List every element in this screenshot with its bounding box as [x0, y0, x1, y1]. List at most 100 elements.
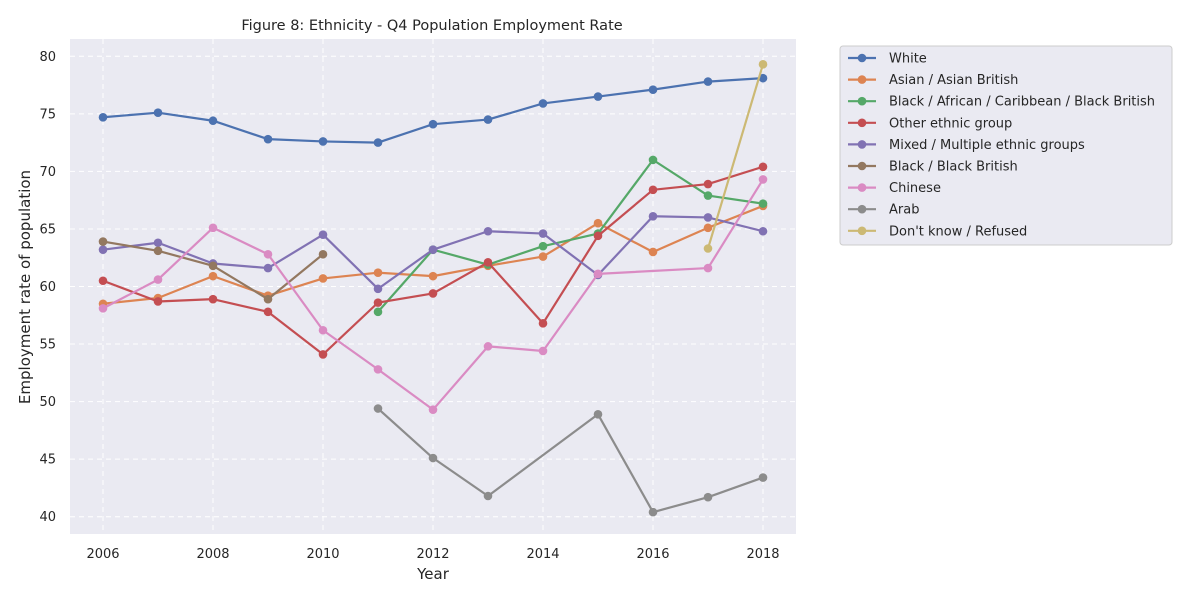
data-point: [758, 473, 768, 482]
legend-swatch-marker: [857, 140, 867, 149]
series-line: [377, 158, 764, 313]
legend-item: Arab: [848, 203, 919, 218]
data-point: [538, 252, 548, 261]
x-tick-label: 2014: [526, 547, 559, 562]
y-tick-label: 55: [39, 338, 56, 353]
data-point: [373, 138, 383, 147]
data-point: [318, 350, 328, 359]
data-point: [153, 108, 163, 117]
data-point: [153, 297, 163, 306]
data-point: [428, 119, 438, 129]
legend-swatch-marker: [857, 183, 867, 192]
data-point: [483, 115, 493, 124]
data-point: [593, 269, 603, 279]
data-point: [208, 271, 218, 281]
data-point: [703, 492, 713, 502]
data-point: [758, 175, 768, 184]
legend-label: Chinese: [889, 181, 941, 196]
legend-item: Asian / Asian British: [848, 73, 1018, 88]
y-axis-label: Employment rate of population: [16, 170, 34, 404]
y-tick-label: 70: [39, 165, 56, 180]
data-point: [98, 112, 108, 122]
data-point: [428, 453, 438, 463]
series-lines: [98, 60, 768, 517]
data-point: [98, 245, 108, 254]
data-point: [758, 162, 768, 172]
data-point: [263, 307, 273, 317]
legend-label: Black / African / Caribbean / Black Brit…: [889, 95, 1155, 110]
data-point: [593, 92, 603, 101]
data-point: [373, 307, 383, 317]
series-line: [102, 178, 764, 411]
data-point: [98, 276, 108, 286]
data-point: [373, 365, 383, 374]
series-line: [706, 64, 765, 249]
data-point: [483, 491, 493, 501]
y-tick-label: 75: [39, 107, 56, 122]
data-point: [703, 223, 713, 233]
data-point: [428, 245, 438, 254]
data-point: [703, 77, 713, 86]
data-point: [318, 274, 328, 283]
data-point: [703, 191, 713, 200]
data-point: [648, 155, 658, 165]
data-point: [538, 229, 548, 238]
data-point: [373, 284, 383, 294]
data-point: [373, 404, 383, 413]
data-point: [428, 405, 438, 414]
legend-label: Don't know / Refused: [889, 224, 1027, 239]
data-point: [703, 179, 713, 189]
data-point: [208, 261, 218, 271]
data-point: [428, 289, 438, 298]
legend-item: Other ethnic group: [848, 116, 1012, 131]
y-tick-label: 40: [39, 510, 56, 525]
data-point: [538, 319, 548, 328]
legend-swatch-marker: [857, 96, 867, 106]
data-point: [593, 231, 603, 241]
data-point: [758, 73, 768, 83]
data-point: [483, 226, 493, 236]
legend-swatch-marker: [857, 75, 867, 84]
data-point: [483, 342, 493, 351]
legend-swatch-marker: [857, 118, 867, 128]
legend-swatch-marker: [857, 161, 867, 171]
y-tick-label: 50: [39, 395, 56, 410]
x-tick-label: 2012: [416, 547, 449, 562]
legend-label: Mixed / Multiple ethnic groups: [889, 138, 1085, 153]
y-tick-label: 65: [39, 222, 56, 237]
legend: White Asian / Asian British Black / Africa…: [839, 45, 1173, 246]
legend-swatch-marker: [857, 53, 867, 63]
series-7: [373, 404, 768, 517]
legend-label: Asian / Asian British: [889, 73, 1018, 88]
data-point: [593, 218, 603, 228]
legend-box: [839, 45, 1173, 246]
legend-item: Mixed / Multiple ethnic groups: [848, 138, 1085, 153]
x-tick-label: 2008: [196, 547, 229, 562]
y-tick-label: 45: [39, 453, 56, 468]
series-6: [98, 175, 768, 414]
x-tick-label: 2016: [636, 547, 669, 562]
data-point: [263, 294, 273, 304]
data-point: [648, 211, 658, 221]
data-point: [208, 294, 218, 304]
x-tick-label: 2018: [746, 547, 779, 562]
x-tick-label: 2010: [306, 547, 339, 562]
data-point: [153, 246, 163, 256]
data-point: [153, 275, 163, 284]
data-point: [703, 263, 713, 273]
data-point: [648, 185, 658, 195]
data-point: [648, 507, 658, 517]
data-point: [373, 268, 383, 277]
data-point: [538, 241, 548, 251]
data-point: [648, 247, 658, 257]
data-point: [208, 223, 218, 233]
data-point: [373, 298, 383, 307]
data-point: [318, 230, 328, 239]
legend-label: White: [889, 52, 927, 67]
legend-label: Other ethnic group: [889, 116, 1012, 131]
data-point: [98, 237, 108, 246]
legend-label: Arab: [889, 203, 919, 218]
legend-item: Don't know / Refused: [848, 224, 1027, 239]
